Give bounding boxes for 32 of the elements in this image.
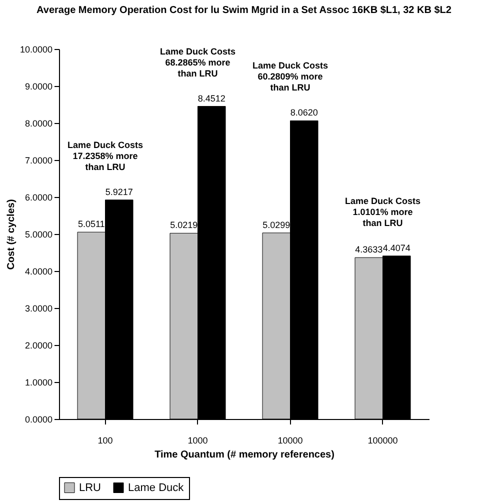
x-tick-label: 10000 xyxy=(278,436,303,446)
y-tick-label: 1.0000 xyxy=(24,378,52,388)
text: 8.4512 xyxy=(198,93,226,104)
text: 5.9217 xyxy=(105,186,133,197)
y-tick-label: 6.0000 xyxy=(24,192,52,202)
annotation: Lame Duck Costs 1.0101% more than LRU xyxy=(344,196,421,228)
x-tick-label: 100000 xyxy=(368,436,398,446)
y-tick-label: 9.0000 xyxy=(24,82,52,92)
legend-label: LRU xyxy=(79,482,102,494)
x-tick-label: 100 xyxy=(98,436,113,446)
x-tick-label: 1000 xyxy=(188,436,208,446)
y-tick-label: 7.0000 xyxy=(24,156,52,166)
y-tick-label: 8.0000 xyxy=(24,118,52,128)
y-tick-label: 3.0000 xyxy=(24,304,52,314)
text: 5.0511 xyxy=(78,219,105,230)
text: 8.0620 xyxy=(290,108,318,118)
text: 5.0299 xyxy=(262,220,290,230)
y-tick-label: 5.0000 xyxy=(24,230,52,240)
y-axis-title: Cost (# cycles) xyxy=(6,199,17,270)
y-tick-label: 2.0000 xyxy=(24,340,52,350)
chart-title: Average Memory Operation Cost for lu Swim Mgrid in a Set Assoc 16KB $L1, 32 KB $L2 xyxy=(36,5,452,16)
y-tick-label: 10.0000 xyxy=(20,44,52,54)
annotation: Lame Duck Costs 17.2358% more than LRU xyxy=(67,140,144,172)
legend-label: Lame Duck xyxy=(128,482,184,494)
text: 5.0219 xyxy=(170,220,198,230)
text: 4.3633 xyxy=(355,244,383,255)
y-tick-label: 4.0000 xyxy=(24,266,52,276)
text: 4.4074 xyxy=(382,242,410,253)
y-tick-label: 0.0000 xyxy=(24,414,52,424)
x-axis-title: Time Quantum (# memory references) xyxy=(154,450,334,460)
annotation: Lame Duck Costs 60.2809% more than LRU xyxy=(252,60,328,93)
annotation: Lame Duck Costs 68.2865% more than LRU xyxy=(160,46,236,78)
